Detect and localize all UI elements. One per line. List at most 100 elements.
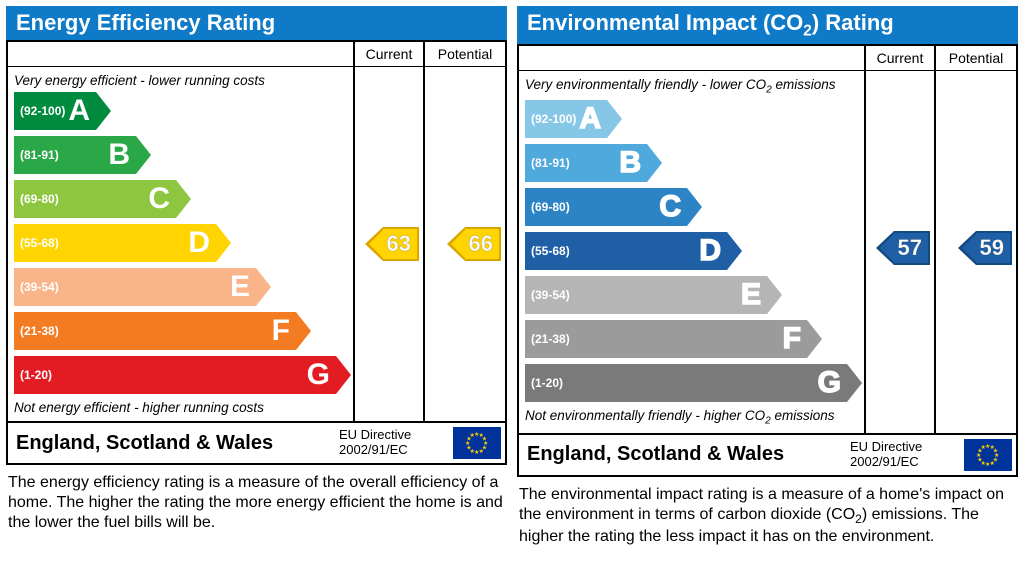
env-description: The environmental impact rating is a mea… <box>517 477 1018 547</box>
chevron-icon <box>96 92 111 130</box>
pointer-current: 57 <box>894 231 930 265</box>
band-range: (55-68) <box>531 244 570 258</box>
band-letter: G <box>307 358 330 392</box>
band-bar-D: (55-68) D <box>14 224 216 262</box>
band-range: (21-38) <box>531 332 570 346</box>
band-row-D: (55-68) D <box>8 222 353 264</box>
flag-cell: ★★★★★★★★★★★★ <box>449 423 505 463</box>
header-potential: Potential <box>936 44 1016 71</box>
energy-bands: Very energy efficient - lower running co… <box>8 67 355 421</box>
band-letter: D <box>699 234 721 268</box>
band-range: (81-91) <box>20 148 59 162</box>
band-range: (21-38) <box>20 324 59 338</box>
chevron-icon <box>727 232 742 270</box>
directive-label: EU Directive2002/91/EC <box>339 426 449 460</box>
env-title: Environmental Impact (CO2) Rating <box>517 6 1018 44</box>
band-row-D: (55-68) D <box>519 230 864 272</box>
header-current: Current <box>866 44 936 71</box>
env-footer: England, Scotland & WalesEU Directive200… <box>517 435 1018 477</box>
band-range: (55-68) <box>20 236 59 250</box>
chevron-icon <box>136 136 151 174</box>
band-bar-G: (1-20) G <box>14 356 336 394</box>
env-panel: Environmental Impact (CO2) RatingCurrent… <box>517 6 1018 547</box>
region-label: England, Scotland & Wales <box>519 437 850 472</box>
band-range: (1-20) <box>20 368 52 382</box>
header-potential: Potential <box>425 40 505 67</box>
chevron-icon <box>336 356 351 394</box>
chevron-icon <box>256 268 271 306</box>
band-row-F: (21-38) F <box>519 318 864 360</box>
band-bar-B: (81-91) B <box>14 136 136 174</box>
header-spacer <box>8 40 355 67</box>
band-row-B: (81-91) B <box>8 134 353 176</box>
band-row-B: (81-91) B <box>519 142 864 184</box>
band-letter: A <box>579 102 601 136</box>
band-letter: E <box>230 270 250 304</box>
header-current: Current <box>355 40 425 67</box>
band-row-E: (39-54)E <box>519 274 864 316</box>
band-letter: C <box>148 182 170 216</box>
chevron-icon <box>687 188 702 226</box>
band-row-A: (92-100)A <box>8 90 353 132</box>
band-range: (39-54) <box>531 288 570 302</box>
band-letter: B <box>619 146 641 180</box>
region-label: England, Scotland & Wales <box>8 426 339 461</box>
chevron-icon <box>176 180 191 218</box>
potential-column: 66 <box>425 67 505 421</box>
band-bar-C: (69-80) C <box>525 188 687 226</box>
current-column: 57 <box>866 71 936 432</box>
energy-title: Energy Efficiency Rating <box>6 6 507 40</box>
band-bar-C: (69-80) C <box>14 180 176 218</box>
band-range: (39-54) <box>20 280 59 294</box>
band-bar-A: (92-100)A <box>525 100 607 138</box>
bottom-note: Not energy efficient - higher running co… <box>8 398 353 417</box>
env-chart: CurrentPotential Very environmentally fri… <box>517 44 1018 434</box>
band-range: (1-20) <box>531 376 563 390</box>
band-row-A: (92-100)A <box>519 98 864 140</box>
rating-panels-container: Energy Efficiency RatingCurrentPotential… <box>6 6 1018 547</box>
chevron-icon <box>807 320 822 358</box>
band-bar-F: (21-38) F <box>525 320 807 358</box>
band-bar-E: (39-54)E <box>525 276 767 314</box>
band-letter: B <box>108 138 130 172</box>
pointer-potential: 59 <box>976 231 1012 265</box>
band-row-F: (21-38) F <box>8 310 353 352</box>
band-row-E: (39-54) E <box>8 266 353 308</box>
band-range: (81-91) <box>531 156 570 170</box>
band-bar-E: (39-54) E <box>14 268 256 306</box>
chevron-icon <box>216 224 231 262</box>
band-letter: F <box>783 322 801 356</box>
band-range: (69-80) <box>531 200 570 214</box>
current-column: 63 <box>355 67 425 421</box>
band-row-G: (1-20) G <box>8 354 353 396</box>
header-spacer <box>519 44 866 71</box>
chevron-icon <box>296 312 311 350</box>
energy-footer: England, Scotland & WalesEU Directive200… <box>6 423 507 465</box>
potential-column: 59 <box>936 71 1016 432</box>
eu-flag-icon: ★★★★★★★★★★★★ <box>453 427 501 459</box>
flag-cell: ★★★★★★★★★★★★ <box>960 435 1016 475</box>
energy-description: The energy efficiency rating is a measur… <box>6 465 507 533</box>
top-note: Very environmentally friendly - lower CO… <box>519 75 864 98</box>
directive-label: EU Directive2002/91/EC <box>850 438 960 472</box>
band-row-G: (1-20)G <box>519 362 864 404</box>
bottom-note: Not environmentally friendly - higher CO… <box>519 406 864 429</box>
band-range: (69-80) <box>20 192 59 206</box>
top-note: Very energy efficient - lower running co… <box>8 71 353 90</box>
band-letter: C <box>659 190 681 224</box>
band-row-C: (69-80) C <box>519 186 864 228</box>
band-bar-G: (1-20)G <box>525 364 847 402</box>
band-bar-B: (81-91) B <box>525 144 647 182</box>
pointer-current: 63 <box>383 227 419 261</box>
band-bar-F: (21-38) F <box>14 312 296 350</box>
band-letter: D <box>188 226 210 260</box>
band-range: (92-100) <box>20 104 65 118</box>
pointer-potential: 66 <box>465 227 501 261</box>
band-row-C: (69-80) C <box>8 178 353 220</box>
band-letter: F <box>272 314 290 348</box>
chevron-icon <box>647 144 662 182</box>
env-bands: Very environmentally friendly - lower CO… <box>519 71 866 432</box>
band-bar-A: (92-100)A <box>14 92 96 130</box>
chevron-icon <box>767 276 782 314</box>
energy-panel: Energy Efficiency RatingCurrentPotential… <box>6 6 507 547</box>
